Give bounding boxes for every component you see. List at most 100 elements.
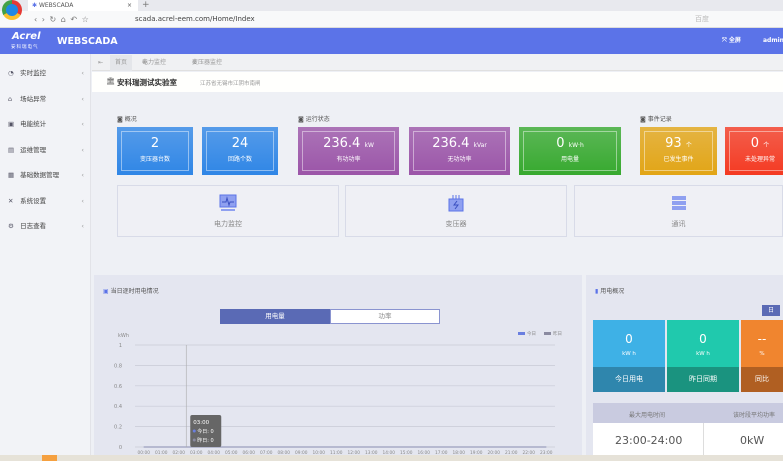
y-tick-label: 0 [119, 445, 122, 451]
alert-building-icon: ⌂ [8, 94, 13, 103]
toggle-power[interactable]: 功率 [330, 309, 440, 324]
site-title-bar: 🏛 安科瑞测试实验室 江苏省无锡市江阴市南闸 [92, 72, 783, 92]
user-menu[interactable]: admin [763, 37, 783, 44]
nav-buttons-icon[interactable]: ‹ › ↻ ⌂ ↶ ☆ [34, 15, 90, 24]
peak-time-value: 23:00-24:00 [615, 434, 683, 447]
tab-power-monitor[interactable]: 电力监控 ⊗ [142, 55, 166, 71]
period-day-button[interactable]: 日 [762, 305, 780, 316]
tooltip-dot [192, 438, 196, 442]
usage-unit: % [759, 351, 765, 357]
close-tab-icon[interactable]: × [126, 2, 132, 9]
x-tick-label: 07:00 [260, 450, 273, 455]
legend-label: 今日 [527, 330, 536, 337]
panel-title-text: 用电概况 [600, 288, 625, 295]
stat-value: 236.4 kW [323, 136, 374, 151]
url-input[interactable]: scada.acrel-eem.com/Home/Index [135, 15, 255, 23]
stat-label: 用电量 [560, 156, 579, 163]
usage-label: 今日用电 [593, 367, 665, 392]
browser-logo-icon [2, 0, 22, 20]
x-tick-label: 21:00 [505, 450, 518, 455]
stat-value: 0 个 [750, 136, 770, 151]
tab-home[interactable]: 首页 [110, 55, 133, 71]
tab-transformer-monitor[interactable]: 变压器监控 ⊗ [192, 55, 222, 71]
sidebar-item[interactable]: ⚙ 日志查看 ‹ [0, 217, 91, 235]
x-tick-label: 10:00 [313, 450, 326, 455]
stat-card[interactable]: 93 个已发生事件 [640, 127, 717, 175]
peak-table: 最大用电时间 该时段平均功率 23:00-24:00 0kW [593, 403, 783, 455]
sidebar-item[interactable]: ▤ 运维管理 ‹ [0, 141, 91, 159]
chevron-left-icon: ‹ [81, 222, 84, 230]
x-tick-label: 23:00 [540, 450, 553, 455]
shortcut-transformer[interactable]: 变压器 [345, 185, 567, 237]
x-tick-label: 12:00 [348, 450, 361, 455]
sidebar-item[interactable]: ⌂ 场站异常 ‹ [0, 90, 91, 108]
sidebar-item[interactable]: ▦ 基础数据管理 ‹ [0, 166, 91, 184]
x-tick-label: 04:00 [208, 450, 221, 455]
stat-card[interactable]: 0 kW·h 用电量 [519, 127, 621, 175]
chevron-left-icon: ‹ [81, 196, 84, 205]
x-tick-label: 15:00 [400, 450, 413, 455]
stats-icon: ▣ [8, 120, 15, 128]
building-icon: 🏛 [106, 77, 115, 85]
section-overview: ◙ 概况 [117, 116, 137, 123]
sidebar-item[interactable]: ◔ 实时监控 ‹ [0, 64, 91, 82]
browser-tab[interactable]: ✱ WEBSCADA × [28, 0, 138, 11]
x-tick-label: 17:00 [435, 450, 448, 455]
x-tick-label: 18:00 [453, 450, 466, 455]
y-tick-label: 0.2 [114, 425, 122, 431]
section-label: 运行状态 [305, 116, 330, 123]
gears-icon: ⚙ [8, 222, 14, 230]
taskbar-app-icon[interactable] [42, 455, 57, 461]
tab-label: 变压器监控 [192, 59, 223, 66]
legend-swatch [518, 332, 525, 335]
y-tick-label: 0.8 [114, 363, 122, 369]
stat-value: 2 [150, 136, 160, 151]
panel-title: ▣ 当日逐时用电情况 [103, 286, 159, 295]
x-tick-label: 02:00 [173, 450, 186, 455]
new-tab-icon[interactable]: + [142, 0, 150, 10]
chevron-left-icon: ‹ [81, 120, 84, 128]
toggle-energy[interactable]: 用电量 [220, 309, 330, 324]
x-tick-label: 09:00 [295, 450, 308, 455]
usage-label: 昨日同期 [667, 367, 739, 392]
search-input[interactable]: 百度 [695, 15, 709, 23]
sidebar-item-label: 场站异常 [20, 94, 47, 103]
chevron-left-icon: ‹ [81, 94, 84, 103]
stat-label: 未处理异常 [744, 156, 775, 163]
fullscreen-label: 全屏 [728, 37, 741, 44]
y-axis-label: kWh [118, 333, 129, 339]
panel-title: ▮ 用电概况 [595, 286, 624, 295]
stat-label: 变压器台数 [139, 156, 170, 163]
x-tick-label: 16:00 [418, 450, 431, 455]
stat-card[interactable]: 0 个未处理异常 [725, 127, 783, 175]
shortcut-power-monitor[interactable]: 电力监控 [117, 185, 339, 237]
fullscreen-icon: ⤧ [722, 37, 727, 44]
sidebar-item[interactable]: ✕ 系统设置 ‹ [0, 192, 91, 210]
sidebar-item-label: 基础数据管理 [20, 171, 60, 179]
tabs-back-icon[interactable]: ⇤ [98, 59, 104, 66]
hourly-usage-chart[interactable]: kWh 0 0.2 0.4 0.6 0.8 1 00:00 01:00 02:00 03:00 04:… [100, 328, 580, 455]
x-tick-label: 22:00 [523, 450, 536, 455]
sidebar-item-label: 系统设置 [20, 196, 47, 205]
stat-card[interactable]: 236.4 kW 有功功率 [298, 127, 399, 175]
chevron-left-icon: ‹ [81, 145, 84, 154]
page-tabs: ⇤ 首页 电力监控 ⊗ 变压器监控 ⊗ [92, 55, 783, 71]
app-header: Acrel 安科瑞电气 WEBSCADA ⤧ 全屏 admin [0, 28, 783, 54]
x-tick-label: 13:00 [365, 450, 378, 455]
fullscreen-button[interactable]: ⤧ 全屏 [722, 37, 741, 45]
x-tick-label: 20:00 [488, 450, 501, 455]
x-tick-label: 06:00 [243, 450, 256, 455]
tooltip-dot [192, 429, 196, 433]
stat-card[interactable]: 2 变压器台数 [117, 127, 193, 175]
stat-label: 有功功率 [336, 156, 361, 163]
stat-value: 93 个 [665, 136, 692, 151]
battery-icon: ▮ [595, 288, 599, 295]
chevron-left-icon: ‹ [81, 171, 84, 179]
usage-card: 0 kW h 昨日同期 [667, 320, 739, 392]
shortcut-communication[interactable]: 通讯 [574, 185, 783, 237]
sidebar-item[interactable]: ▣ 电能统计 ‹ [0, 115, 91, 133]
avg-power-header: 该时段平均功率 [733, 412, 776, 419]
section-events: ◙ 事件记录 [640, 116, 672, 123]
stat-card[interactable]: 236.4 kVar 无功功率 [409, 127, 510, 175]
stat-card[interactable]: 24 回路个数 [202, 127, 278, 175]
